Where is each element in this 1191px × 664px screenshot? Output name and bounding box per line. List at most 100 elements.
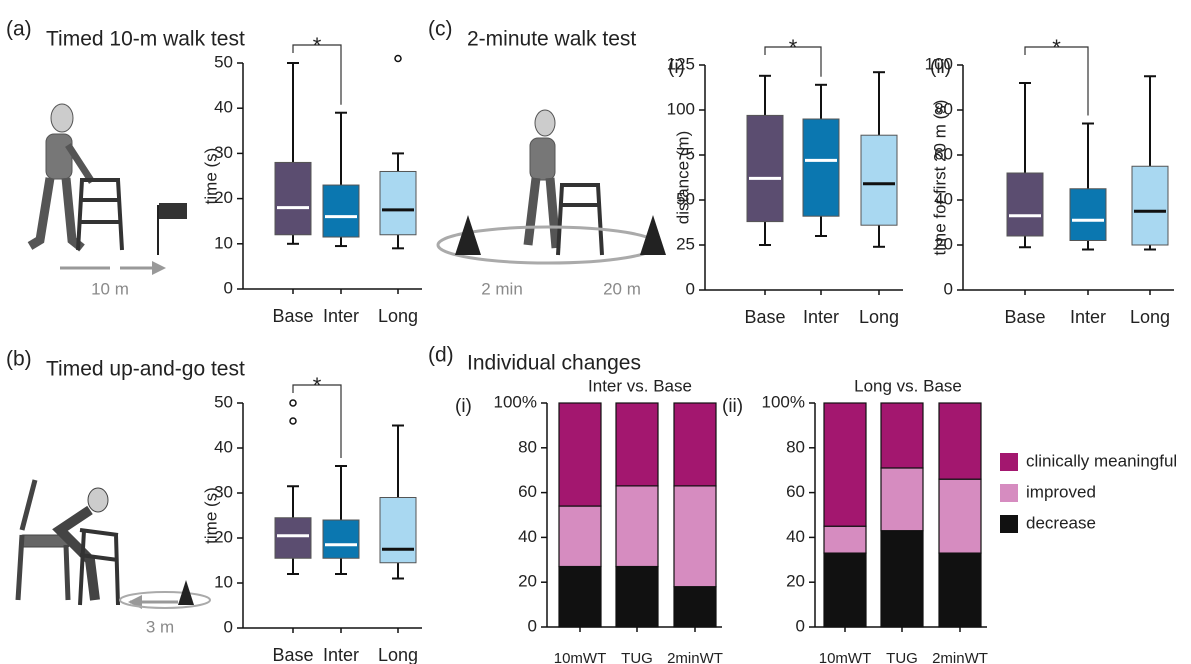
x-tick-label: TUG	[886, 650, 918, 664]
panel-title: Timed up-and-go test	[46, 358, 245, 381]
y-tick-label: 0	[528, 616, 537, 635]
significance-label: *	[1052, 35, 1061, 60]
bar-segment	[881, 403, 923, 468]
illustration-walk	[30, 104, 187, 275]
bar-segment	[939, 553, 981, 627]
bar-segment	[616, 403, 658, 486]
y-tick-label: 40	[518, 527, 537, 546]
bar-segment	[674, 403, 716, 486]
panel-title: Individual changes	[467, 352, 641, 375]
y-tick-label: 0	[224, 617, 233, 636]
x-tick-label: 2minWT	[932, 650, 988, 664]
panel-title: Timed 10-m walk test	[46, 28, 245, 51]
illustration-tug	[18, 480, 210, 609]
bar-segment	[824, 553, 866, 627]
x-tick-label: Inter	[1070, 307, 1106, 327]
x-tick-label: Base	[272, 645, 313, 664]
legend-swatch	[1000, 484, 1018, 502]
bar-segment	[824, 526, 866, 553]
y-tick-label: 60	[518, 482, 537, 501]
y-tick-label: 40	[786, 527, 805, 546]
x-tick-label: Inter	[803, 307, 839, 327]
bar-segment	[616, 486, 658, 567]
y-tick-label: 0	[796, 616, 805, 635]
bar-segment	[939, 479, 981, 553]
significance-label: *	[313, 373, 322, 398]
x-tick-label: Base	[1004, 307, 1045, 327]
chart-subtitle: Inter vs. Base	[588, 376, 692, 395]
x-tick-label: Long	[1130, 307, 1170, 327]
x-tick-label: TUG	[621, 650, 653, 664]
subpanel-label: (ii)	[930, 57, 951, 78]
bar-segment	[674, 486, 716, 587]
y-tick-label: 20	[786, 572, 805, 591]
y-tick-label: 25	[676, 234, 695, 253]
bar-segment	[881, 531, 923, 627]
bar-segment	[824, 403, 866, 526]
box	[380, 171, 416, 234]
bar-segment	[674, 587, 716, 627]
y-tick-label: 50	[214, 392, 233, 411]
panel-label: (c)	[428, 18, 453, 41]
box	[323, 185, 359, 237]
y-tick-label: 60	[786, 482, 805, 501]
bar-segment	[881, 468, 923, 531]
legend-swatch	[1000, 453, 1018, 471]
box	[1132, 166, 1168, 245]
box	[323, 520, 359, 558]
x-tick-label: Base	[744, 307, 785, 327]
outlier	[290, 418, 296, 424]
y-tick-label: 100	[667, 99, 695, 118]
outlier	[290, 400, 296, 406]
legend-swatch	[1000, 515, 1018, 533]
y-tick-label: 0	[944, 279, 953, 298]
illustration-label: 2 min	[481, 279, 523, 298]
x-tick-label: Inter	[323, 645, 359, 664]
box	[275, 162, 311, 234]
y-axis-label: time (s)	[201, 148, 220, 205]
y-tick-label: 0	[686, 279, 695, 298]
y-tick-label: 40	[214, 437, 233, 456]
bar-segment	[559, 567, 601, 627]
y-axis-label: time for first 20 m (s)	[930, 100, 949, 256]
box	[747, 115, 783, 221]
legend-label: decrease	[1026, 513, 1096, 532]
y-tick-label: 40	[214, 98, 233, 117]
x-tick-label: Long	[378, 645, 418, 664]
illustration-label: 3 m	[146, 617, 174, 636]
x-tick-label: Long	[378, 306, 418, 326]
box	[275, 518, 311, 559]
bar-segment	[616, 567, 658, 627]
legend-label: improved	[1026, 482, 1096, 501]
y-axis-label: distance (m)	[673, 131, 692, 225]
bar-segment	[559, 506, 601, 566]
subpanel-label: (ii)	[722, 396, 743, 417]
y-tick-label: 0	[224, 278, 233, 297]
x-tick-label: Long	[859, 307, 899, 327]
x-tick-label: Base	[272, 306, 313, 326]
y-tick-label: 80	[518, 437, 537, 456]
panel-label: (d)	[428, 344, 454, 367]
x-tick-label: 10mWT	[554, 650, 607, 664]
y-tick-label: 50	[214, 52, 233, 71]
x-tick-label: Inter	[323, 306, 359, 326]
box	[803, 119, 839, 216]
y-tick-label: 10	[214, 572, 233, 591]
chart-subtitle: Long vs. Base	[854, 376, 962, 395]
illustration-2min	[438, 110, 666, 263]
legend-label: clinically meaningful	[1026, 451, 1177, 470]
box	[380, 498, 416, 563]
x-tick-label: 2minWT	[667, 650, 723, 664]
illustration-label: 10 m	[91, 279, 129, 298]
box	[1070, 189, 1106, 241]
box	[1007, 173, 1043, 236]
y-axis-label: time (s)	[201, 487, 220, 544]
y-tick-label: 20	[518, 572, 537, 591]
panel-label: (b)	[6, 348, 32, 371]
figure: (a) Timed 10-m walk test (b) Timed up-an…	[0, 0, 1191, 664]
y-tick-label: 100%	[762, 392, 805, 411]
subpanel-label: (i)	[455, 396, 472, 417]
x-tick-label: 10mWT	[819, 650, 872, 664]
outlier	[395, 55, 401, 61]
significance-label: *	[789, 35, 798, 60]
